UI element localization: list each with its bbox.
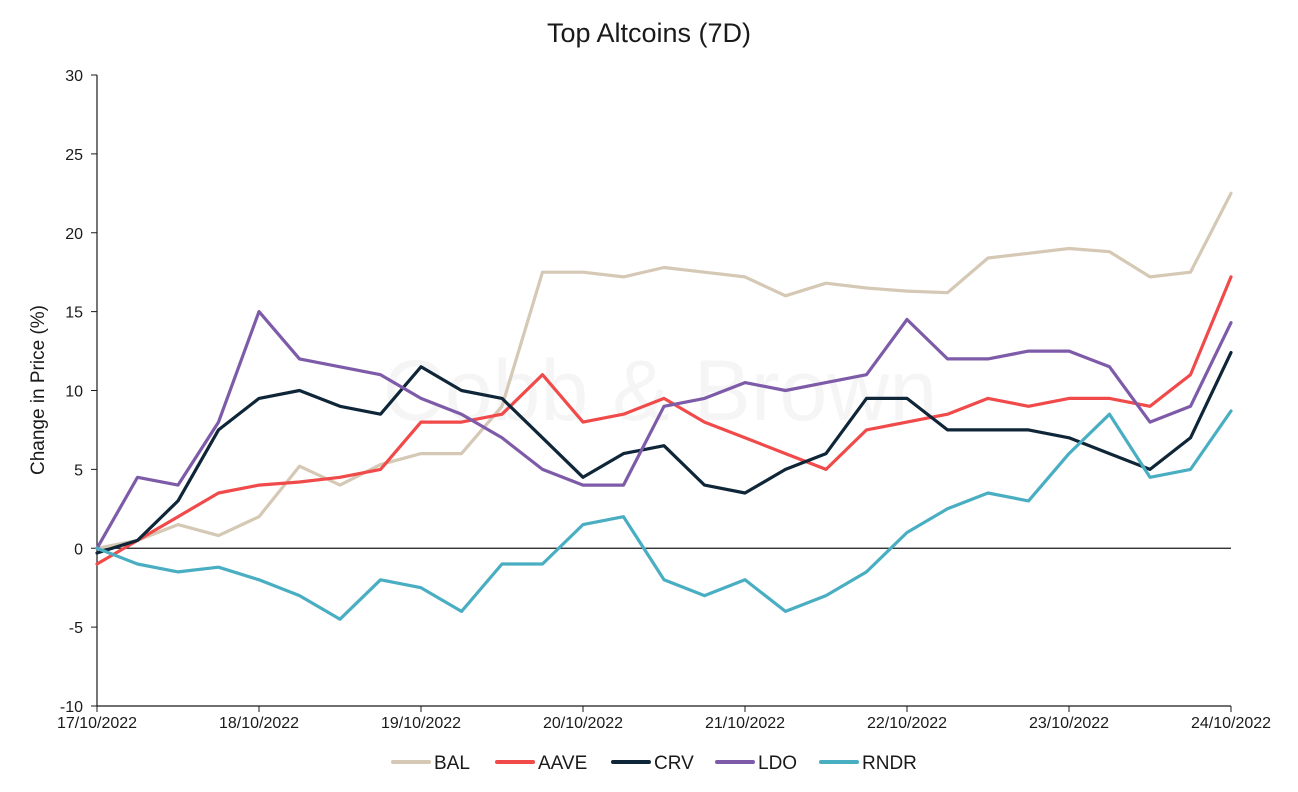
y-tick-label: 20 xyxy=(65,226,83,243)
x-tick-label: 18/10/2022 xyxy=(219,715,299,732)
y-tick-label: 0 xyxy=(74,541,83,558)
x-tick-label: 19/10/2022 xyxy=(381,715,461,732)
x-tick-label: 20/10/2022 xyxy=(543,715,623,732)
axes: -10 -5 0 5 10 15 20 25 30 17/10/2022 18/10/2022 19/… xyxy=(57,68,1271,732)
x-tick-label: 24/10/2022 xyxy=(1191,715,1271,732)
x-tick-label: 17/10/2022 xyxy=(57,715,137,732)
series-layer xyxy=(95,191,1233,621)
legend-item-crv: CRV xyxy=(611,753,694,774)
y-tick-label: -5 xyxy=(69,620,83,637)
legend-item-rndr: RNDR xyxy=(819,753,917,774)
x-tick-label: 21/10/2022 xyxy=(705,715,785,732)
y-tick-label: -10 xyxy=(60,699,83,716)
y-tick-label: 10 xyxy=(65,384,83,401)
x-tick-label: 23/10/2022 xyxy=(1029,715,1109,732)
legend: BAL AAVE CRV LDO RNDR xyxy=(391,753,917,774)
legend-label: LDO xyxy=(758,753,797,774)
y-tick-label: 25 xyxy=(65,147,83,164)
legend-item-bal: BAL xyxy=(391,753,470,774)
legend-item-aave: AAVE xyxy=(495,753,587,774)
series-line-aave xyxy=(95,275,1233,566)
y-tick-label: 5 xyxy=(74,462,83,479)
legend-label: RNDR xyxy=(862,753,917,774)
series-line-crv xyxy=(95,351,1233,555)
legend-label: AAVE xyxy=(538,753,587,774)
y-tick-label: 15 xyxy=(65,305,83,322)
x-tick-label: 22/10/2022 xyxy=(867,715,947,732)
legend-item-ldo: LDO xyxy=(715,753,797,774)
series-line-ldo xyxy=(95,310,1233,550)
series-line-rndr xyxy=(95,409,1233,621)
legend-label: BAL xyxy=(434,753,470,774)
y-axis-label: Change in Price (%) xyxy=(28,305,49,475)
y-tick-label: 30 xyxy=(65,68,83,85)
chart-title: Top Altcoins (7D) xyxy=(547,18,751,48)
legend-label: CRV xyxy=(654,753,694,774)
